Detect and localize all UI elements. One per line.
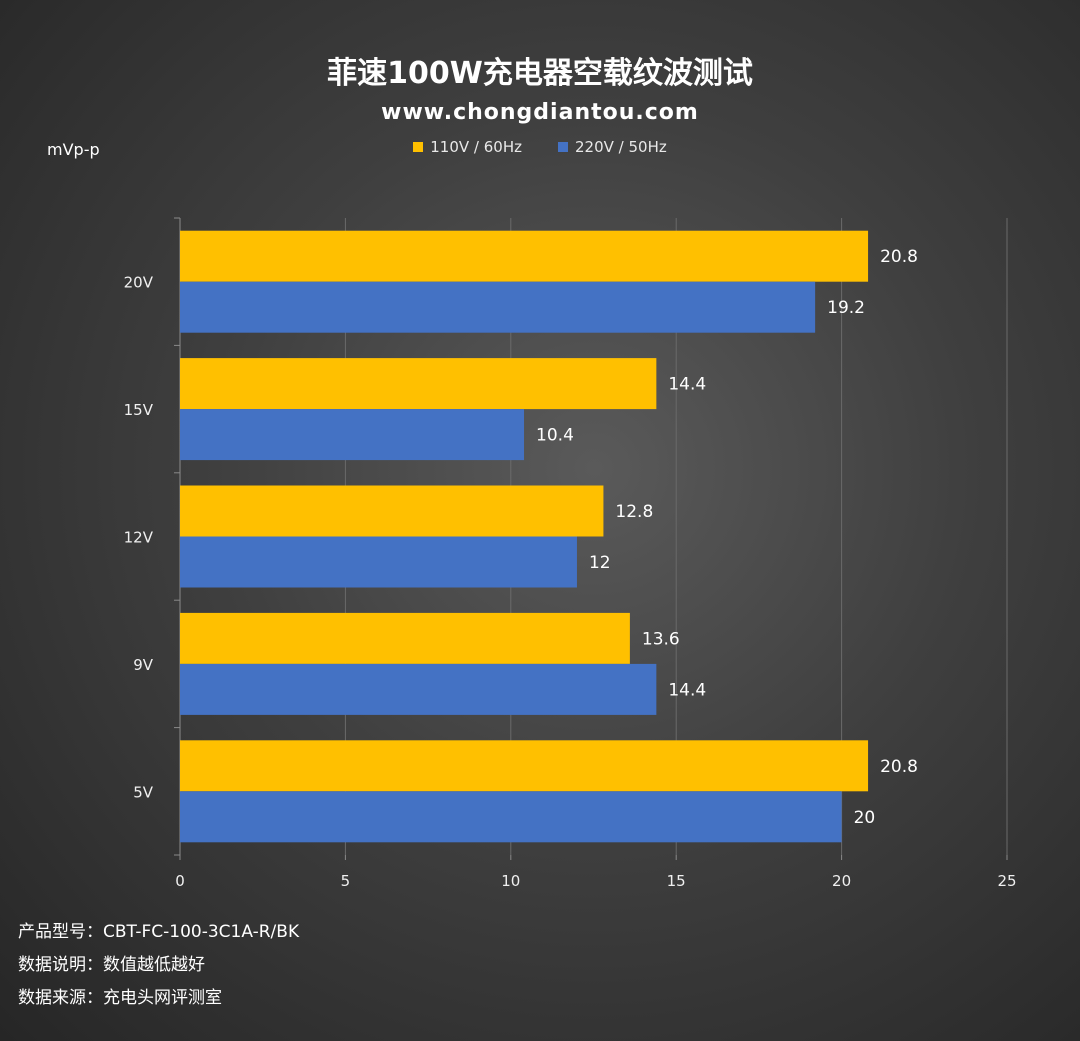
footer-note: 数据说明：数值越低越好 [18,955,205,975]
legend-label-220v: 220V / 50Hz [575,138,667,156]
bar-110v [180,612,630,664]
bar-220v [180,663,657,715]
bar-220v [180,281,816,333]
x-tick-label: 10 [501,872,520,890]
bar-110v [180,740,869,792]
legend: 110V / 60Hz 220V / 50Hz [0,138,1080,156]
y-tick-label: 12V [124,529,154,547]
footer-source: 数据来源：充电头网评测室 [18,988,222,1008]
data-label: 14.4 [668,680,706,700]
y-tick-label: 9V [133,656,154,674]
chart-subtitle: www.chongdiantou.com [381,100,699,125]
footer-model: 产品型号：CBT-FC-100-3C1A-R/BK [18,922,300,942]
y-axis-unit-label: mVp-p [47,140,100,159]
data-label: 20 [854,808,876,828]
bar-110v [180,358,657,410]
bar-220v [180,791,842,843]
chart-title: 菲速100W充电器空载纹波测试 [327,56,753,91]
legend-label-110v: 110V / 60Hz [430,138,522,156]
x-tick-label: 20 [832,872,851,890]
legend-swatch-110v [413,142,424,152]
x-tick-label: 25 [997,872,1016,890]
data-label: 14.4 [668,375,706,395]
y-tick-label: 20V [124,274,154,292]
footer: 产品型号：CBT-FC-100-3C1A-R/BK 数据说明：数值越低越好 数据… [18,916,299,1015]
legend-swatch-220v [558,142,568,152]
bar-220v [180,536,577,588]
y-tick-label: 5V [133,783,154,801]
x-tick-label: 15 [667,872,686,890]
data-label: 20.8 [880,757,918,777]
legend-item-110v: 110V / 60Hz [413,138,522,156]
data-label: 12 [589,553,611,573]
legend-item-220v: 220V / 50Hz [558,138,667,156]
bar-110v [180,485,604,537]
data-label: 12.8 [615,502,653,522]
bar-220v [180,409,525,461]
x-tick-label: 5 [341,872,351,890]
data-label: 20.8 [880,247,918,267]
bar-110v [180,230,869,282]
data-label: 13.6 [642,629,680,649]
data-label: 10.4 [536,426,574,446]
x-tick-label: 0 [175,872,185,890]
data-label: 19.2 [827,298,865,318]
y-tick-label: 15V [124,401,154,419]
